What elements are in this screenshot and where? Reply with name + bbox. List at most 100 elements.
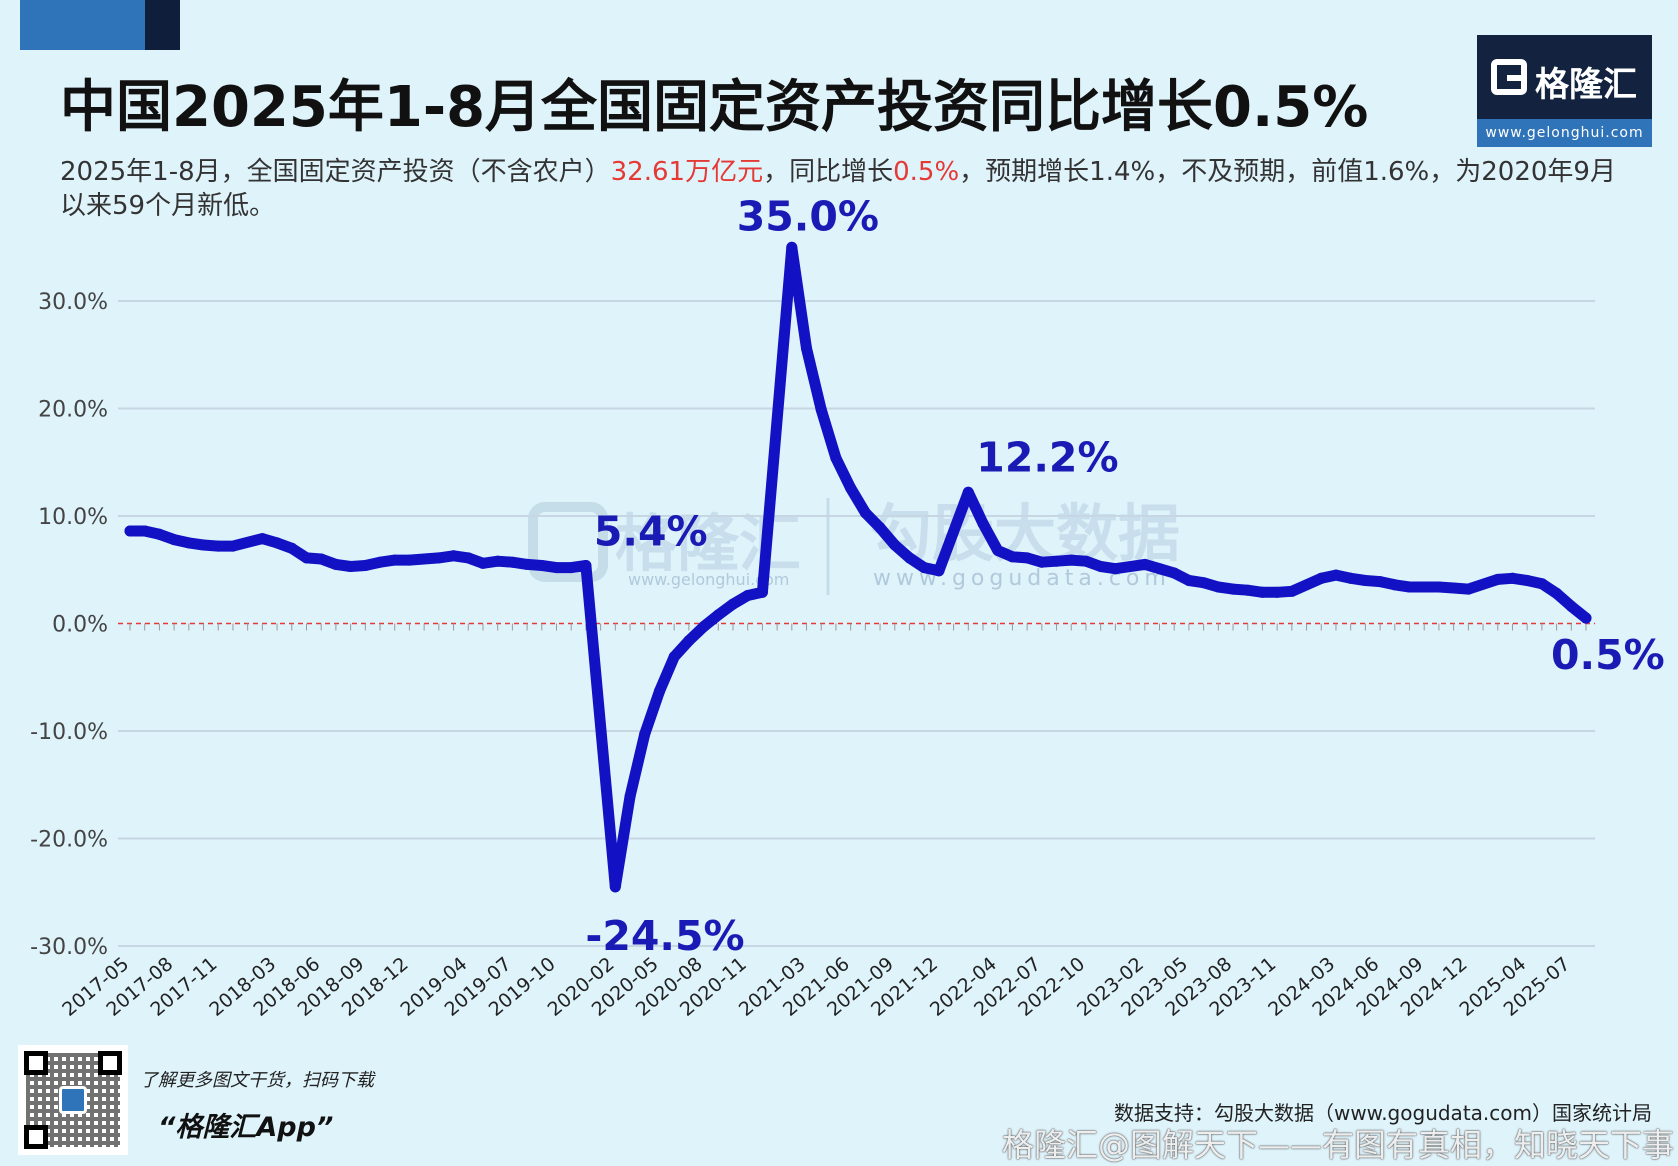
y-tick-label: 10.0% — [38, 505, 108, 530]
data-label: -24.5% — [585, 912, 744, 960]
data-point — [212, 540, 224, 552]
data-label: 5.4% — [594, 507, 708, 555]
data-point — [815, 404, 827, 416]
y-axis-ticks: 30.0% 20.0% 10.0% 0.0% -10.0% -20.0% -30.0% — [30, 290, 108, 960]
logo-url: www.gelonghui.com — [1477, 119, 1652, 147]
data-point — [1227, 583, 1239, 595]
data-point — [1345, 572, 1357, 584]
data-point — [786, 241, 798, 253]
data-point — [1212, 581, 1224, 593]
data-point — [1389, 579, 1401, 591]
data-point — [1580, 612, 1592, 624]
data-point — [448, 550, 460, 562]
data-point — [859, 507, 871, 519]
data-point — [992, 544, 1004, 556]
data-point — [477, 557, 489, 569]
data-point — [1359, 575, 1371, 586]
data-point — [639, 728, 651, 740]
data-point — [874, 522, 886, 534]
data-point — [1330, 569, 1342, 581]
data-point — [580, 560, 592, 571]
data-point — [1551, 587, 1563, 599]
chart-subtitle: 2025年1-8月，全国固定资产投资（不含农户）32.61万亿元，同比增长0.5… — [60, 155, 1620, 223]
y-tick-label: 30.0% — [38, 290, 108, 315]
data-point — [918, 562, 930, 574]
y-tick-label: 0.0% — [52, 613, 108, 638]
data-point — [609, 881, 621, 893]
data-point — [403, 554, 415, 566]
data-point — [315, 553, 327, 565]
data-point — [683, 635, 695, 647]
watermark-url: www.gelonghui.com — [628, 570, 789, 589]
data-point — [1492, 573, 1504, 585]
data-point — [492, 555, 504, 567]
data-point — [1065, 554, 1077, 566]
qr-finder-bottom-left — [24, 1125, 48, 1149]
qr-finder-top-left — [24, 1051, 48, 1075]
data-point — [977, 518, 989, 529]
data-point — [433, 552, 445, 564]
data-point — [330, 558, 342, 570]
data-point — [1315, 572, 1327, 584]
data-point — [1507, 572, 1518, 584]
data-point — [1565, 600, 1577, 612]
qr-code[interactable] — [18, 1045, 128, 1155]
download-promo-text: 了解更多图文干货，扫码下载 — [140, 1070, 374, 1091]
data-point — [183, 537, 195, 549]
app-name: “格隆汇App” — [158, 1112, 334, 1143]
data-point — [1109, 563, 1121, 575]
data-point — [271, 537, 283, 549]
subtitle-growth: 0.5% — [893, 157, 960, 187]
logo-name: 格隆汇 — [1535, 65, 1637, 105]
data-source: 数据支持：勾股大数据（www.gogudata.com）国家统计局 — [1113, 1101, 1652, 1125]
data-point — [1080, 555, 1092, 567]
subtitle-part: ，同比增长 — [763, 157, 894, 187]
data-point — [286, 542, 298, 554]
data-point — [1021, 552, 1033, 564]
data-point — [551, 562, 562, 574]
data-point — [124, 525, 136, 537]
x-axis-ticks: 2017-052017-082017-112018-032018-062018-… — [58, 623, 1587, 1021]
data-point — [654, 685, 665, 697]
header-accent-block — [145, 0, 180, 50]
footer-watermark: 格隆汇@图解天下——有图有真相，知晓天下事 — [1001, 1126, 1674, 1164]
data-point — [1462, 583, 1474, 595]
data-point — [301, 552, 312, 564]
data-point — [227, 540, 239, 552]
data-label: 35.0% — [737, 192, 879, 240]
data-point — [801, 342, 812, 354]
y-tick-label: -20.0% — [30, 828, 108, 853]
data-point — [1139, 558, 1151, 570]
data-point — [256, 533, 268, 545]
data-point — [521, 558, 533, 570]
data-point — [962, 486, 974, 498]
data-point — [1198, 577, 1210, 589]
page-title: 中国2025年1-8月全国固定资产投资同比增长0.5% — [60, 75, 1369, 140]
data-point — [153, 528, 165, 540]
data-point — [1036, 556, 1048, 568]
data-point — [168, 534, 180, 546]
data-point — [742, 590, 754, 601]
data-point — [462, 552, 474, 564]
data-point — [1051, 555, 1062, 567]
data-point — [139, 525, 151, 537]
data-point — [1433, 581, 1445, 593]
data-point — [1271, 586, 1283, 598]
data-point — [845, 482, 857, 494]
data-point — [1095, 561, 1107, 572]
data-point — [565, 562, 577, 574]
data-point — [374, 556, 386, 568]
data-point — [1374, 576, 1386, 588]
data-point — [756, 586, 768, 598]
subtitle-part: 2025年1-8月，全国固定资产投资（不含农户） — [60, 157, 611, 187]
data-point — [1242, 584, 1254, 596]
data-point — [389, 554, 401, 566]
data-point — [1183, 575, 1195, 586]
watermark-logo-icon — [528, 502, 608, 582]
data-point — [1168, 567, 1180, 579]
data-point — [536, 560, 548, 571]
data-point — [1404, 581, 1415, 593]
data-point — [1256, 586, 1268, 598]
data-point — [345, 561, 357, 572]
gelonghui-logo[interactable]: 格隆汇 www.gelonghui.com — [1477, 35, 1652, 147]
